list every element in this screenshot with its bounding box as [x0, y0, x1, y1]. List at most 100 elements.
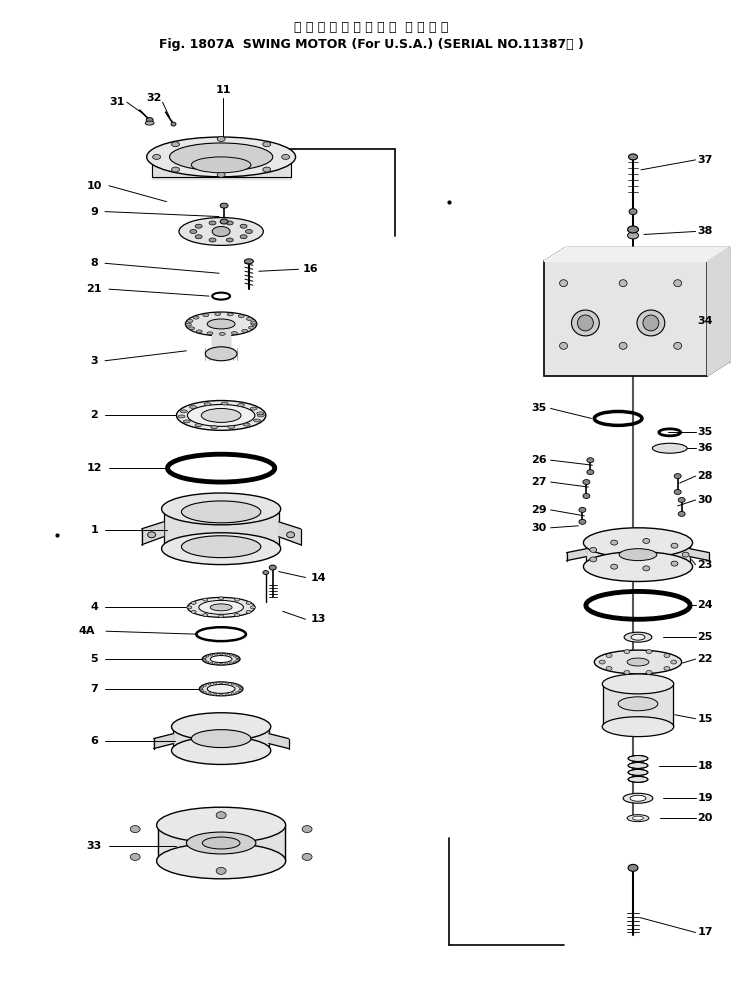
Ellipse shape [172, 142, 180, 147]
Ellipse shape [227, 238, 233, 242]
Ellipse shape [240, 235, 247, 239]
Ellipse shape [606, 653, 612, 657]
Ellipse shape [210, 654, 212, 656]
Ellipse shape [236, 692, 239, 694]
Ellipse shape [230, 662, 233, 664]
Ellipse shape [203, 598, 208, 601]
Polygon shape [163, 509, 279, 549]
Polygon shape [566, 549, 586, 561]
Ellipse shape [212, 226, 230, 236]
Ellipse shape [217, 137, 225, 142]
Ellipse shape [195, 224, 202, 228]
Ellipse shape [674, 473, 681, 478]
Ellipse shape [187, 320, 193, 323]
Polygon shape [707, 247, 730, 376]
Ellipse shape [628, 769, 648, 775]
Ellipse shape [238, 403, 244, 406]
Ellipse shape [629, 209, 637, 215]
Ellipse shape [230, 654, 233, 656]
Ellipse shape [263, 142, 270, 147]
Ellipse shape [204, 659, 207, 661]
Ellipse shape [678, 498, 685, 503]
Ellipse shape [210, 604, 232, 611]
Text: 6: 6 [90, 736, 98, 746]
Text: 30: 30 [698, 495, 713, 505]
Ellipse shape [207, 332, 213, 335]
Ellipse shape [169, 143, 273, 171]
Ellipse shape [583, 494, 590, 499]
Text: Fig. 1807A  SWING MOTOR (For U.S.A.) (SERIAL NO.11387－ ): Fig. 1807A SWING MOTOR (For U.S.A.) (SER… [158, 37, 583, 50]
Ellipse shape [611, 540, 617, 545]
Ellipse shape [629, 154, 637, 159]
Text: 5: 5 [91, 654, 98, 664]
Ellipse shape [236, 685, 239, 687]
Ellipse shape [220, 663, 223, 665]
Ellipse shape [199, 600, 244, 614]
Ellipse shape [233, 661, 236, 663]
Ellipse shape [220, 219, 228, 224]
Ellipse shape [624, 670, 630, 674]
Ellipse shape [192, 156, 251, 173]
Ellipse shape [664, 666, 670, 670]
Ellipse shape [239, 315, 244, 318]
Ellipse shape [190, 229, 197, 233]
Text: 7: 7 [90, 684, 98, 694]
Ellipse shape [215, 663, 218, 665]
Text: 34: 34 [698, 316, 713, 326]
Ellipse shape [628, 776, 648, 782]
Ellipse shape [181, 535, 261, 558]
Text: 18: 18 [698, 762, 713, 771]
Ellipse shape [624, 649, 630, 653]
Ellipse shape [187, 606, 192, 609]
Text: 38: 38 [698, 226, 713, 236]
Ellipse shape [208, 683, 211, 685]
Ellipse shape [201, 686, 204, 688]
Polygon shape [586, 543, 690, 567]
Ellipse shape [579, 508, 586, 513]
Ellipse shape [211, 426, 218, 429]
Ellipse shape [627, 815, 649, 822]
Ellipse shape [250, 606, 256, 609]
Polygon shape [603, 684, 672, 726]
Ellipse shape [171, 122, 176, 126]
Text: 13: 13 [311, 614, 326, 624]
Ellipse shape [220, 653, 223, 655]
Ellipse shape [579, 520, 586, 524]
Ellipse shape [628, 226, 638, 233]
Ellipse shape [209, 238, 216, 242]
Ellipse shape [184, 420, 190, 423]
Ellipse shape [225, 653, 228, 655]
Ellipse shape [682, 552, 689, 557]
Ellipse shape [213, 694, 216, 696]
Ellipse shape [210, 655, 232, 662]
Ellipse shape [207, 685, 235, 694]
Ellipse shape [671, 561, 678, 566]
Ellipse shape [220, 682, 223, 684]
Ellipse shape [199, 682, 243, 696]
Ellipse shape [269, 565, 276, 570]
Text: 20: 20 [698, 813, 713, 824]
Ellipse shape [631, 635, 645, 641]
Ellipse shape [216, 812, 226, 819]
Ellipse shape [218, 615, 224, 618]
Ellipse shape [206, 655, 209, 657]
Ellipse shape [302, 853, 312, 860]
Text: 35: 35 [531, 403, 546, 413]
Ellipse shape [627, 658, 649, 666]
Polygon shape [690, 549, 710, 561]
Ellipse shape [218, 597, 224, 600]
Ellipse shape [643, 566, 649, 571]
Ellipse shape [559, 342, 568, 349]
Ellipse shape [239, 686, 241, 688]
Polygon shape [142, 522, 163, 545]
Ellipse shape [603, 716, 674, 737]
Ellipse shape [630, 795, 646, 801]
Text: 36: 36 [698, 443, 713, 454]
Ellipse shape [189, 405, 197, 408]
Ellipse shape [204, 685, 207, 687]
Ellipse shape [191, 601, 196, 604]
Ellipse shape [152, 154, 160, 159]
Ellipse shape [201, 408, 241, 422]
Ellipse shape [250, 407, 257, 410]
Ellipse shape [257, 412, 264, 415]
